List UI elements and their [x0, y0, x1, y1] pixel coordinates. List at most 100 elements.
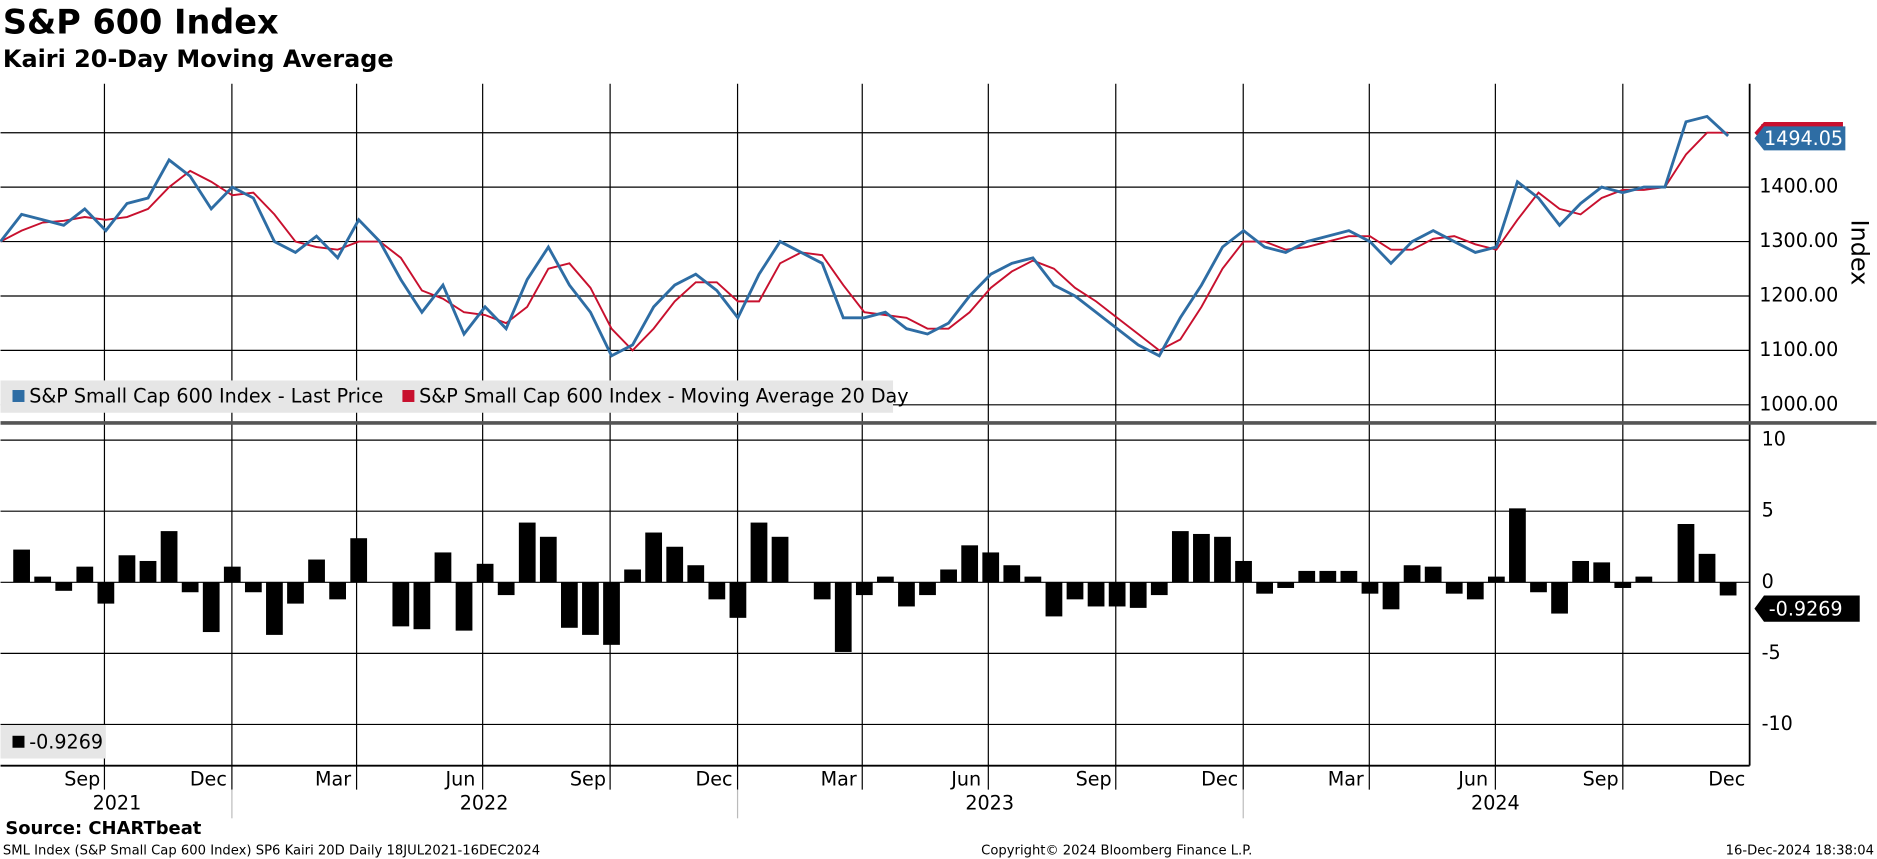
value-tag-label: -0.9269: [1769, 597, 1843, 620]
bar: [1677, 524, 1695, 583]
series-line: [0, 131, 1729, 352]
bar: [13, 549, 30, 583]
bar: [1445, 582, 1463, 594]
chart-subtitle: Kairi 20-Day Moving Average: [3, 45, 394, 73]
bar: [434, 552, 452, 583]
bar: [497, 582, 515, 596]
bar: [223, 566, 241, 583]
y-tick-label: 0: [1762, 570, 1774, 593]
bar: [560, 582, 578, 628]
bar: [181, 582, 199, 593]
bar: [76, 566, 94, 583]
bar: [1361, 582, 1379, 594]
year-label: 2021: [93, 791, 142, 814]
bar: [244, 582, 262, 593]
legend-box: [0, 380, 894, 413]
series-line: [0, 114, 1730, 358]
x-tick-label: Dec: [1708, 768, 1745, 791]
y-axis-label: Index: [1846, 220, 1874, 286]
y-tick-label: 1000.00: [1759, 392, 1838, 415]
bar: [350, 538, 368, 583]
source: Source: CHARTbeat: [5, 818, 201, 839]
bar: [729, 582, 747, 618]
x-tick-label: Sep: [64, 768, 100, 791]
legend-swatch: [402, 390, 415, 402]
bar: [1466, 582, 1484, 600]
year-label: 2022: [460, 791, 509, 814]
y-tick-label: -10: [1762, 712, 1793, 735]
bar: [1382, 582, 1400, 610]
bar: [1193, 533, 1210, 583]
bar: [919, 582, 936, 596]
bar: [834, 582, 852, 652]
bar: [476, 563, 494, 583]
y-tick-label: 1200.00: [1759, 283, 1838, 306]
bar: [771, 536, 789, 583]
timestamp: 16-Dec-2024 18:38:04: [1726, 844, 1874, 859]
bar: [898, 582, 915, 607]
bar: [308, 559, 325, 583]
bar: [603, 582, 620, 645]
bar: [855, 582, 873, 596]
bar: [1066, 582, 1084, 600]
copyright: Copyright© 2024 Bloomberg Finance L.P.: [981, 844, 1252, 859]
bar: [55, 582, 73, 591]
bar: [1045, 582, 1063, 617]
bar: [961, 545, 979, 583]
bar: [1129, 582, 1147, 608]
bar: [1698, 553, 1716, 583]
x-tick-label: Dec: [190, 768, 227, 791]
bar: [1530, 582, 1547, 593]
bar: [287, 582, 304, 604]
bar: [750, 522, 768, 583]
bar: [687, 565, 705, 583]
bar: [1171, 531, 1189, 583]
bar: [1277, 582, 1295, 588]
bar: [1108, 582, 1126, 607]
bar: [1003, 565, 1021, 583]
y-tick-label: 1100.00: [1759, 338, 1838, 361]
bar: [645, 532, 663, 583]
bar: [1340, 570, 1358, 583]
bar: [813, 582, 831, 600]
bar: [329, 582, 347, 600]
bar: [455, 582, 473, 631]
x-tick-label: Sep: [1583, 768, 1619, 791]
bar: [139, 560, 157, 583]
legend-swatch: [12, 390, 25, 402]
year-label: 2023: [965, 791, 1014, 814]
bar: [1614, 582, 1632, 588]
x-tick-label: Dec: [1201, 768, 1238, 791]
bar: [1572, 560, 1590, 583]
bar: [582, 582, 599, 635]
value-tag: [1754, 595, 1860, 622]
bar: [392, 582, 410, 627]
y-tick-label: 1300.00: [1759, 229, 1838, 252]
x-tick-label: Mar: [821, 768, 857, 791]
bar: [1319, 570, 1337, 583]
y-tick-label: -5: [1762, 641, 1781, 664]
bar: [518, 522, 536, 583]
bar: [624, 569, 641, 583]
bar: [1719, 582, 1737, 596]
bar: [1024, 576, 1042, 583]
legend-label: S&P Small Cap 600 Index - Moving Average…: [419, 385, 908, 408]
bar: [160, 531, 178, 583]
bar: [266, 582, 283, 635]
bar: [118, 555, 136, 583]
x-tick-label: Dec: [696, 768, 733, 791]
bar: [1424, 566, 1442, 583]
y-tick-label: 5: [1762, 499, 1774, 522]
bar: [940, 569, 957, 583]
bar: [1298, 570, 1316, 583]
x-tick-label: Mar: [1328, 768, 1364, 791]
bar: [877, 576, 894, 583]
price-tag: [1754, 126, 1846, 151]
y-tick-label: 1400.00: [1759, 175, 1838, 198]
bar: [1593, 562, 1611, 583]
legend-swatch: [12, 735, 25, 748]
chart-title: S&P 600 Index: [3, 2, 279, 41]
bar: [1235, 560, 1252, 583]
price-tag-label: 1494.05: [1764, 127, 1843, 150]
